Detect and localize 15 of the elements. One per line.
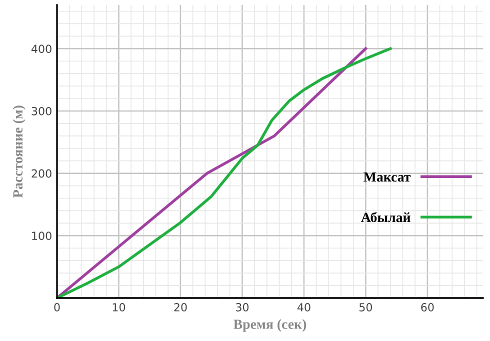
legend-label: Максат — [364, 172, 411, 182]
y-tick-label: 300 — [32, 106, 52, 116]
y-axis-title: Расстояние (м) — [12, 106, 26, 198]
y-tick-label: 200 — [32, 169, 52, 178]
x-tick-label: 10 — [112, 303, 126, 312]
x-tick-label: 40 — [297, 303, 310, 312]
x-tick-label: 50 — [359, 303, 372, 312]
legend-label: Абылай — [361, 212, 410, 222]
x-tick-label: 60 — [421, 303, 434, 312]
y-tick-label: 100 — [32, 232, 52, 240]
x-axis-title: Время (сек) — [234, 319, 306, 332]
x-tick-label: 20 — [174, 303, 187, 312]
x-tick-label: 30 — [236, 303, 249, 312]
y-tick-label: 400 — [31, 44, 52, 54]
x-tick-label: 0 — [54, 303, 60, 312]
